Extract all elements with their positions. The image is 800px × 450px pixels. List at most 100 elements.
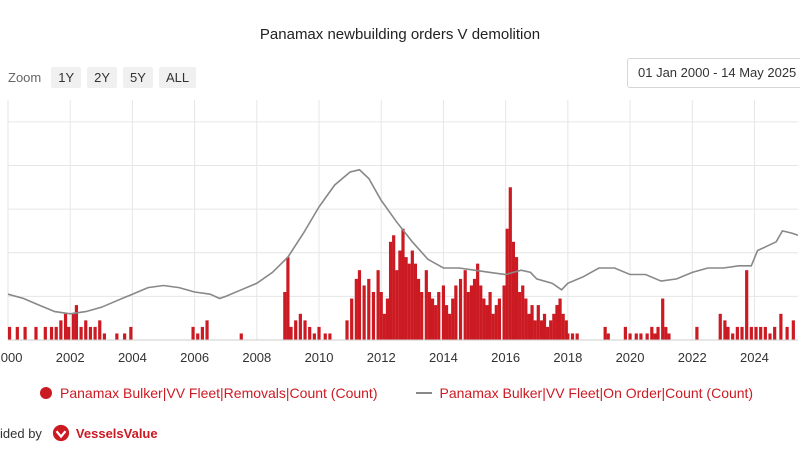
bar-removals [294,320,298,340]
x-tick-label: 2002 [56,350,85,365]
bar-removals [49,326,54,340]
chart-title: Panamax newbuilding orders V demolition [259,26,541,43]
bar-removals [239,333,243,340]
bar-removals [530,305,534,340]
zoom-bar: Zoom 1Y 2Y 5Y ALL [8,67,197,88]
bar-removals [785,326,789,340]
bar-removals [566,333,570,340]
x-tick-label: 2024 [740,350,769,365]
bar-removals [129,326,133,340]
bar-removals [472,278,477,340]
x-tick-label: 2006 [180,350,209,365]
bar-removals [524,298,528,340]
bar-removals [768,333,772,340]
bar-removals [392,235,396,340]
bar-removals [345,320,349,340]
bar-removals [395,270,399,340]
credits-text: ided by [0,425,42,441]
series-line-on-order [7,168,799,315]
bar-removals [191,326,195,340]
bar-removals [723,320,727,340]
bar-removals [385,298,390,340]
legend-item-on-order[interactable]: Panamax Bulker|VV Fleet|On Order|Count (… [415,385,753,401]
bar-removals [749,326,753,340]
bar-removals [102,333,107,340]
bar-removals [382,313,386,340]
chart-legend: Panamax Bulker|VV Fleet|Removals|Count (… [40,385,791,401]
bar-removals [603,326,607,340]
bar-removals [502,285,506,340]
bar-removals [623,326,627,340]
bar-removals [424,270,428,340]
bar-removals [407,263,411,340]
x-tick-label: 2004 [118,350,147,365]
bar-removals [88,326,93,340]
bar-removals [561,313,565,340]
bar-removals [546,326,550,340]
bar-removals [376,270,380,340]
legend-marker-removals [40,387,52,399]
bar-removals [317,326,321,340]
bar-removals [323,333,327,340]
bar-removals [549,320,553,340]
bar-removals [564,320,568,340]
bar-removals [485,305,489,340]
bar-removals [308,326,312,340]
zoom-1y-button[interactable]: 1Y [51,67,82,88]
bar-removals [289,326,293,340]
bar-removals [441,285,446,340]
bar-removals [606,333,610,340]
legend-item-removals[interactable]: Panamax Bulker|VV Fleet|Removals|Count (… [40,385,378,401]
x-tick-label: 2022 [678,350,707,365]
x-tick-label: 2020 [616,350,645,365]
bar-removals [508,187,512,340]
bar-removals [312,333,316,340]
bar-removals [59,320,63,340]
bar-removals [98,320,102,340]
bar-removals [653,333,657,340]
bar-removals [458,278,463,340]
bar-removals [463,270,467,340]
bar-removals [371,292,376,340]
bar-removals [521,285,525,340]
bar-removals [539,320,544,340]
x-tick-label: 2014 [429,350,458,365]
bar-removals [661,298,665,340]
bar-removals [115,333,119,340]
x-tick-label: 2010 [305,350,334,365]
vesselsvalue-logo[interactable]: VesselsValue [52,424,158,442]
bar-removals [570,333,575,340]
x-tick-label: 2008 [242,350,271,365]
bar-removals [536,305,540,340]
bar-removals [656,326,660,340]
bar-removals [763,326,767,340]
zoom-all-button[interactable]: ALL [158,67,197,88]
bar-removals [388,241,393,340]
x-tick-label: 2012 [367,350,396,365]
bar-removals [488,292,492,340]
bar-removals [410,250,414,340]
bar-removals [773,326,777,340]
bar-removals [740,326,744,340]
bar-removals [482,298,486,340]
zoom-5y-button[interactable]: 5Y [123,67,153,88]
zoom-2y-button[interactable]: 2Y [87,67,118,88]
bar-removals [298,313,302,340]
bar-removals [357,270,362,340]
bar-removals [43,326,47,340]
bar-removals [123,333,127,340]
bar-removals [505,228,509,340]
bar-removals [754,326,758,340]
bar-removals [628,333,632,340]
bar-removals [555,305,559,340]
date-range-input[interactable]: 01 Jan 2000 - 14 May 2025 [627,58,800,88]
bar-removals [575,333,579,340]
bar-removals [420,292,424,340]
x-tick-label: 2016 [491,350,520,365]
bar-removals [398,250,402,340]
bar-removals [558,298,562,340]
bar-removals [413,263,418,340]
bar-removals [469,285,474,340]
bar-removals [476,263,480,340]
bar-removals [454,285,458,340]
